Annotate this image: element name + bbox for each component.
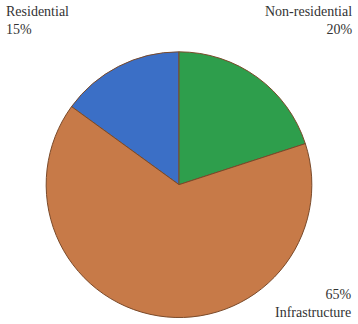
- svg-text:65%Infrastructure: 65%Infrastructure: [275, 287, 352, 320]
- svg-text:Residential15%: Residential15%: [6, 4, 69, 37]
- svg-text:Non-residential20%: Non-residential20%: [265, 4, 352, 37]
